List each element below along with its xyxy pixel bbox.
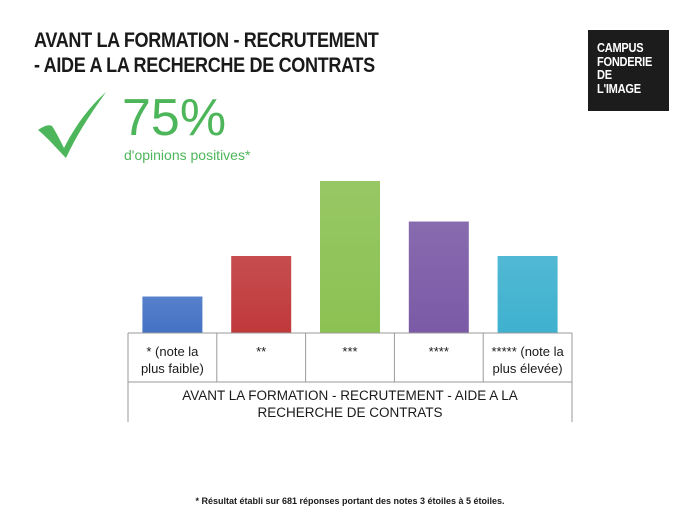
logo-line-4: L'IMAGE [597,80,641,96]
category-label-1: * (note la plus faible) [141,344,204,376]
category-label-2: ** [256,344,266,359]
logo-line-3: DE [597,67,612,82]
title-line-1: AVANT LA FORMATION - RECRUTEMENT [34,29,379,52]
page-title: AVANT LA FORMATION - RECRUTEMENT - AIDE … [34,28,481,78]
checkmark-icon [38,92,106,158]
category-label-3: *** [342,344,357,359]
logo-line-1: CAMPUS [597,40,644,55]
bar-5 [497,255,558,333]
x-axis-label: AVANT LA FORMATION - RECRUTEMENT - AIDE … [182,388,518,420]
bar-3 [320,181,380,333]
positive-percent: 75% [122,89,227,147]
bar-4 [408,221,469,333]
logo-line-2: FONDERIE [597,53,653,69]
category-label-5: ***** (note la plus élevée) [491,344,564,376]
bar-2 [231,255,292,333]
positive-caption: d'opinions positives* [124,147,251,163]
title-line-2: - AIDE A LA RECHERCHE DE CONTRATS [34,54,375,77]
category-label-4: **** [429,344,449,359]
bar-1 [142,296,203,333]
footnote: * Résultat établi sur 681 réponses porta… [195,496,505,506]
campus-logo: CAMPUS FONDERIE DE L'IMAGE [588,30,669,111]
